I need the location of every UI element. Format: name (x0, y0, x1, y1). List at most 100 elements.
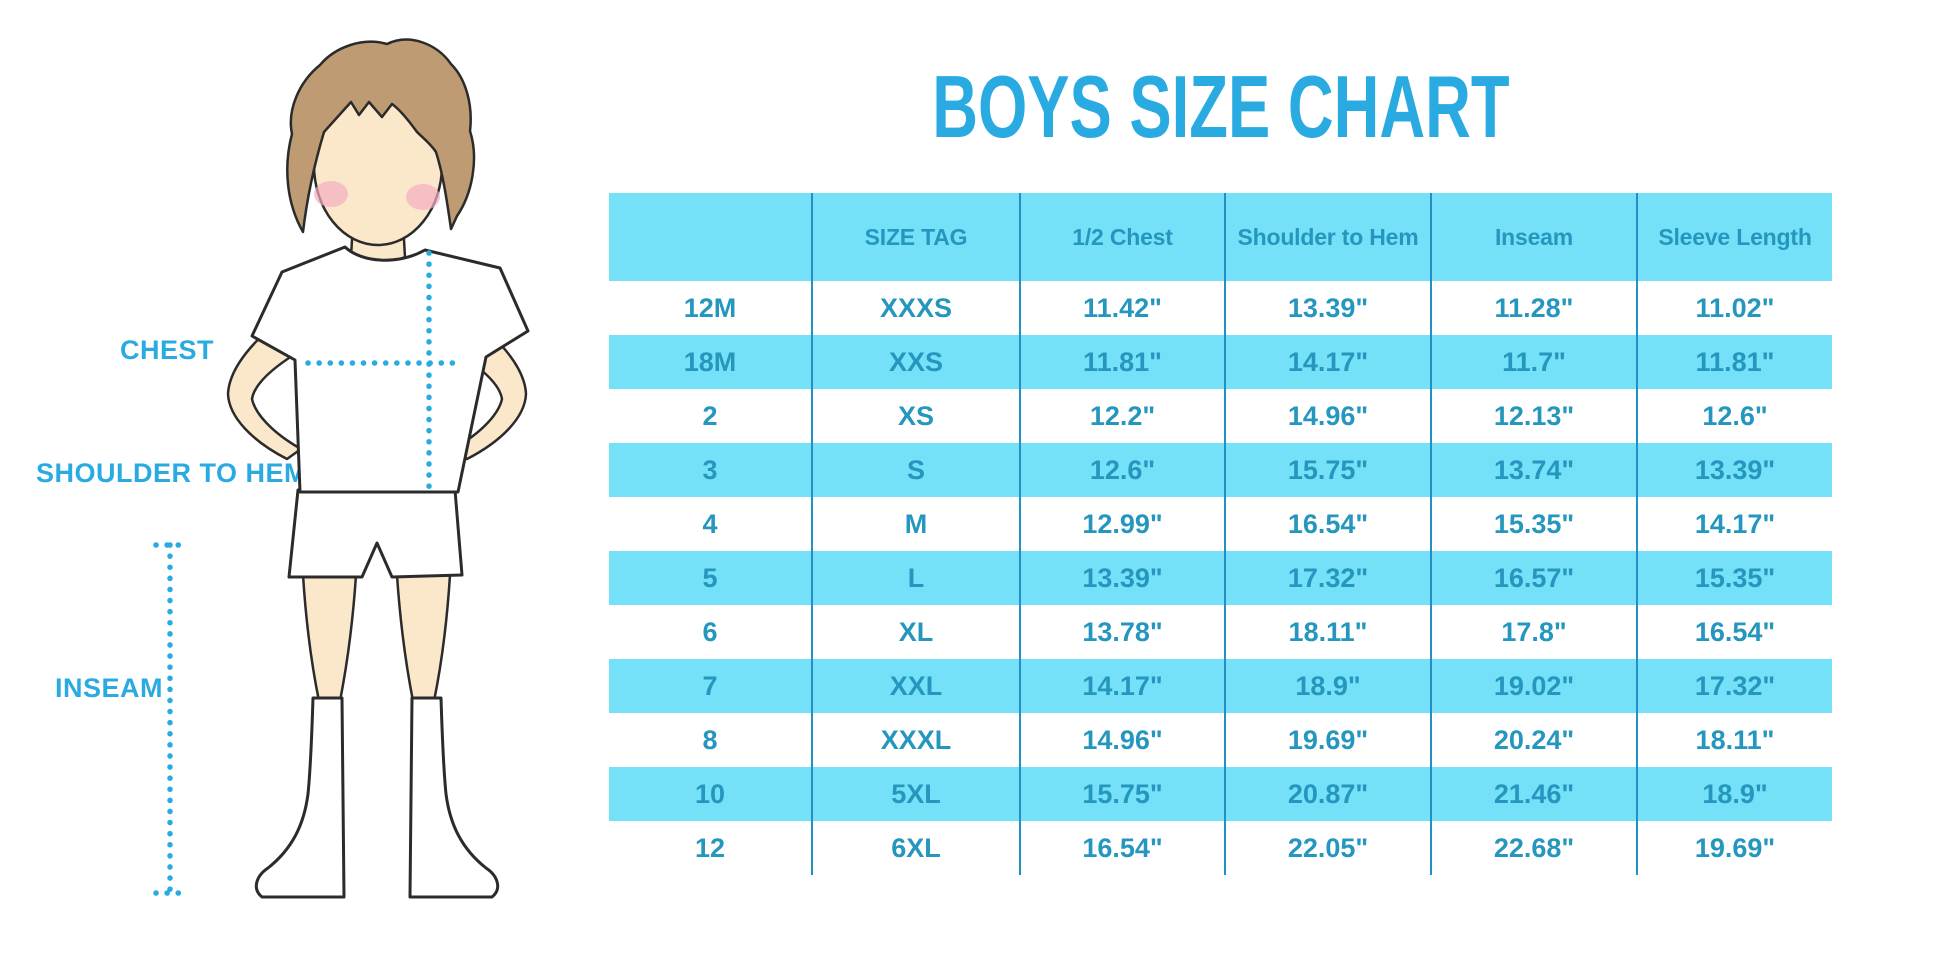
size-tag-cell: S (812, 443, 1021, 497)
value-cell: 21.46" (1431, 767, 1638, 821)
value-cell: 14.96" (1020, 713, 1226, 767)
value-cell: 19.02" (1431, 659, 1638, 713)
value-cell: 13.78" (1020, 605, 1226, 659)
value-cell: 17.32" (1694, 670, 1776, 701)
size-cell: 10 (609, 767, 813, 821)
value-cell: 12.6" (1020, 443, 1226, 497)
size-tag-cell: XXXL (812, 713, 1021, 767)
value-cell: 11.42" (1020, 281, 1226, 335)
value-cell: 11.02" (1695, 292, 1775, 323)
value-cell: 14.96" (1225, 389, 1432, 443)
header-cell-size (609, 193, 813, 281)
value-cell: 18.11" (1225, 605, 1432, 659)
inseam-label: INSEAM (55, 673, 164, 703)
value-cell: 13.39" (1225, 281, 1432, 335)
size-cell: 18M (609, 335, 813, 389)
value-cell: 18.9" (1225, 659, 1432, 713)
value-cell: 16.54" (1225, 497, 1432, 551)
value-cell: 11.28" (1431, 281, 1638, 335)
table-row: 12 6XL 16.54" 22.05" 22.68" 19.69" (609, 821, 1832, 875)
size-tag-cell: XXXS (812, 281, 1021, 335)
table-row: 6 XL 13.78" 18.11" 17.8" 16.54" (609, 605, 1832, 659)
table-row: 3 S 12.6" 15.75" 13.74" 13.39" (609, 443, 1832, 497)
size-tag-cell: XXS (812, 335, 1021, 389)
table-row: 12M XXXS 11.42" 13.39" 11.28" 11.02" (609, 281, 1832, 335)
header-cell-size-tag: SIZE TAG (812, 193, 1021, 281)
value-cell: 17.8" (1431, 605, 1638, 659)
value-cell: 19.69" (1694, 832, 1776, 863)
size-cell: 12M (609, 281, 813, 335)
tshirt-shape (250, 245, 530, 494)
size-tag-cell: XL (812, 605, 1021, 659)
size-tag-cell: 6XL (812, 821, 1021, 875)
boy-illustration (153, 38, 530, 899)
page-title-text: BOYS SIZE CHART (931, 57, 1510, 156)
value-cell: 12.6" (1702, 400, 1768, 431)
page-title: BOYS SIZE CHART (609, 56, 1832, 158)
right-sock-shape (408, 696, 500, 899)
value-cell: 11.81" (1695, 346, 1775, 377)
size-table: SIZE TAG 1/2 Chest Shoulder to Hem Insea… (609, 193, 1832, 875)
table-row: 10 5XL 15.75" 20.87" 21.46" 18.9" (609, 767, 1832, 821)
value-cell: 12.2" (1020, 389, 1226, 443)
size-cell: 4 (609, 497, 813, 551)
inseam-measure-line (153, 542, 189, 896)
shorts-shape (287, 488, 464, 579)
value-cell: 18.11" (1695, 724, 1775, 755)
table-row: 4 M 12.99" 16.54" 15.35" 14.17" (609, 497, 1832, 551)
value-cell: 20.87" (1225, 767, 1432, 821)
left-arm-shape (226, 328, 303, 461)
right-leg-shape (395, 573, 452, 703)
table-row: 2 XS 12.2" 14.96" 12.13" 12.6" (609, 389, 1832, 443)
size-cell: 3 (609, 443, 813, 497)
value-cell: 13.39" (1020, 551, 1226, 605)
value-cell: 16.54" (1020, 821, 1226, 875)
size-tag-cell: 5XL (812, 767, 1021, 821)
value-cell: 14.17" (1225, 335, 1432, 389)
value-cell: 22.05" (1225, 821, 1432, 875)
size-cell: 8 (609, 713, 813, 767)
value-cell: 16.54" (1694, 616, 1776, 647)
shoulder-to-hem-label: SHOULDER TO HEM (36, 458, 308, 488)
value-cell: 18.9" (1702, 778, 1768, 809)
header-cell-half-chest: 1/2 Chest (1020, 193, 1226, 281)
value-cell: 11.81" (1020, 335, 1226, 389)
table-row: 8 XXXL 14.96" 19.69" 20.24" 18.11" (609, 713, 1832, 767)
header-cell-inseam: Inseam (1431, 193, 1638, 281)
value-cell: 15.35" (1431, 497, 1638, 551)
table-header-row: SIZE TAG 1/2 Chest Shoulder to Hem Insea… (609, 193, 1832, 281)
table-row: 18M XXS 11.81" 14.17" 11.7" 11.81" (609, 335, 1832, 389)
size-cell: 5 (609, 551, 813, 605)
value-cell: 11.7" (1431, 335, 1638, 389)
left-leg-shape (301, 573, 358, 703)
header-cell-shoulder-to-hem: Shoulder to Hem (1225, 193, 1432, 281)
value-cell: 15.75" (1020, 767, 1226, 821)
value-cell: 17.32" (1225, 551, 1432, 605)
value-cell: 12.99" (1020, 497, 1226, 551)
value-cell: 15.75" (1225, 443, 1432, 497)
left-sock-shape (254, 696, 346, 899)
value-cell: 14.17" (1020, 659, 1226, 713)
size-cell: 7 (609, 659, 813, 713)
value-cell: 15.35" (1694, 562, 1776, 593)
value-cell: 20.24" (1431, 713, 1638, 767)
chest-label: CHEST (120, 335, 215, 365)
value-cell: 16.57" (1431, 551, 1638, 605)
value-cell: 22.68" (1431, 821, 1638, 875)
table-row: 5 L 13.39" 17.32" 16.57" 15.35" (609, 551, 1832, 605)
size-cell: 12 (609, 821, 813, 875)
size-tag-cell: XXL (812, 659, 1021, 713)
right-blush (406, 184, 440, 210)
header-cell-sleeve-length: Sleeve Length (1637, 193, 1832, 281)
hair-shape (286, 38, 476, 234)
value-cell: 13.74" (1431, 443, 1638, 497)
size-tag-cell: L (812, 551, 1021, 605)
table-row: 7 XXL 14.17" 18.9" 19.02" 17.32" (609, 659, 1832, 713)
size-cell: 2 (609, 389, 813, 443)
size-cell: 6 (609, 605, 813, 659)
value-cell: 19.69" (1225, 713, 1432, 767)
size-tag-cell: XS (812, 389, 1021, 443)
value-cell: 12.13" (1431, 389, 1638, 443)
value-cell: 14.17" (1694, 508, 1776, 539)
